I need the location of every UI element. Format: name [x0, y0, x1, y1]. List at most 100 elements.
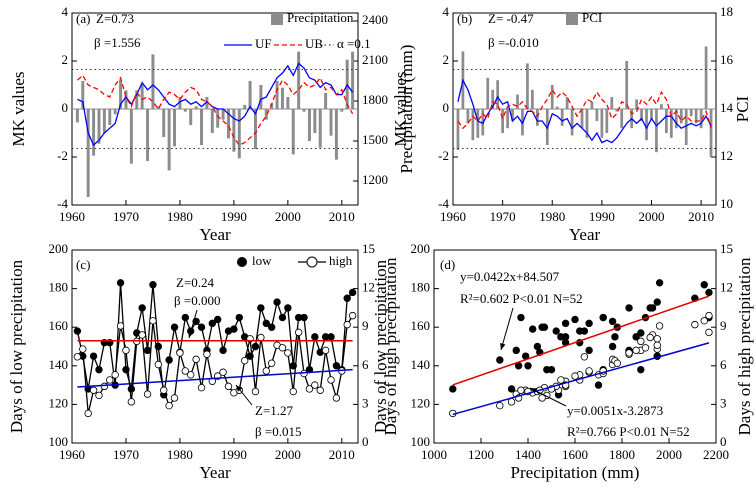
bar [535, 109, 539, 126]
point [192, 355, 200, 364]
bar [351, 51, 355, 109]
point [571, 315, 579, 324]
x-tick-label: 2000 [656, 447, 682, 462]
y-tick-label: -4 [57, 196, 68, 211]
point [116, 322, 125, 330]
point [95, 365, 103, 374]
point [127, 398, 136, 406]
point [705, 288, 713, 297]
bar [660, 104, 663, 109]
y-tick-label: 180 [49, 280, 69, 295]
annotation: β =0.015 [255, 424, 301, 439]
legend-label: UB [305, 36, 323, 51]
x-tick-label: 1980 [539, 209, 565, 224]
point [127, 385, 136, 393]
bar [173, 109, 177, 147]
arrow [529, 387, 567, 407]
annotation: R²=0.766 P<0.01 N=52 [567, 424, 690, 439]
point [181, 367, 190, 375]
point [138, 304, 146, 312]
point [705, 311, 713, 320]
point [332, 362, 341, 370]
point [284, 304, 292, 312]
point [311, 333, 319, 341]
bar [227, 109, 230, 139]
point [170, 323, 179, 331]
y2-tick-label: 3 [362, 395, 369, 410]
point [267, 323, 276, 331]
bar [679, 109, 683, 124]
bar [555, 106, 559, 109]
series-line [77, 62, 354, 147]
point [181, 313, 190, 322]
y2-tick-label: 12 [720, 148, 733, 163]
annotation: y=0.0422x+84.507 [460, 269, 560, 284]
y2-tick-label: 9 [720, 318, 727, 333]
x-tick-label: 1990 [221, 447, 247, 462]
point [653, 341, 661, 349]
y-axis-title: Days of low precipitation [7, 259, 26, 433]
point [154, 360, 163, 369]
x-axis-title: Year [199, 225, 231, 244]
bar [167, 109, 171, 171]
point [170, 394, 179, 402]
point [235, 313, 243, 322]
y2-tick-label: 6 [720, 357, 727, 372]
point [348, 311, 357, 320]
point [517, 313, 525, 322]
y2-tick-label: 1500 [362, 132, 388, 147]
bar [511, 109, 514, 121]
point [637, 337, 645, 346]
y-tick-label: 100 [49, 434, 69, 449]
bar [334, 109, 338, 160]
point [611, 333, 619, 341]
point [305, 385, 314, 393]
y2-axis-title: Days of high precipitation [735, 257, 754, 435]
legend-label: low [252, 253, 272, 268]
bar [135, 90, 139, 109]
bar [570, 109, 574, 136]
point [637, 365, 645, 374]
bar [232, 109, 236, 152]
point [138, 331, 146, 339]
point [332, 394, 341, 402]
y2-tick-label: 2100 [362, 52, 388, 67]
plot-frame [71, 249, 359, 444]
point [89, 352, 98, 360]
y-tick-label: 4 [443, 4, 450, 19]
point [576, 327, 584, 335]
bar [259, 85, 263, 109]
bar [248, 81, 252, 109]
bar [340, 109, 344, 112]
bar [625, 61, 629, 109]
arrow-head [500, 343, 506, 350]
legend-label: high [329, 253, 353, 268]
point [176, 349, 184, 357]
annotation: β =-0.010 [488, 35, 539, 50]
point [289, 387, 297, 396]
point [311, 381, 319, 389]
x-tick-label: 1970 [113, 447, 139, 462]
bar [243, 105, 247, 109]
x-tick-label: 1800 [609, 447, 635, 462]
legend-label: PCI [582, 10, 602, 25]
x-tick-label: 1990 [221, 209, 247, 224]
y-tick-label: 2 [443, 52, 450, 67]
y-tick-label: 140 [411, 357, 431, 372]
point [517, 386, 525, 394]
point [705, 328, 713, 337]
point [327, 333, 335, 341]
point [316, 386, 324, 394]
bar [237, 109, 241, 159]
point [625, 304, 633, 312]
point [300, 313, 308, 322]
bar [183, 109, 187, 112]
point [700, 317, 708, 325]
point [240, 356, 249, 365]
point [213, 315, 222, 324]
bar [221, 109, 225, 120]
bar [669, 109, 673, 138]
bar [318, 109, 322, 148]
point [219, 368, 227, 376]
bar [506, 109, 509, 129]
